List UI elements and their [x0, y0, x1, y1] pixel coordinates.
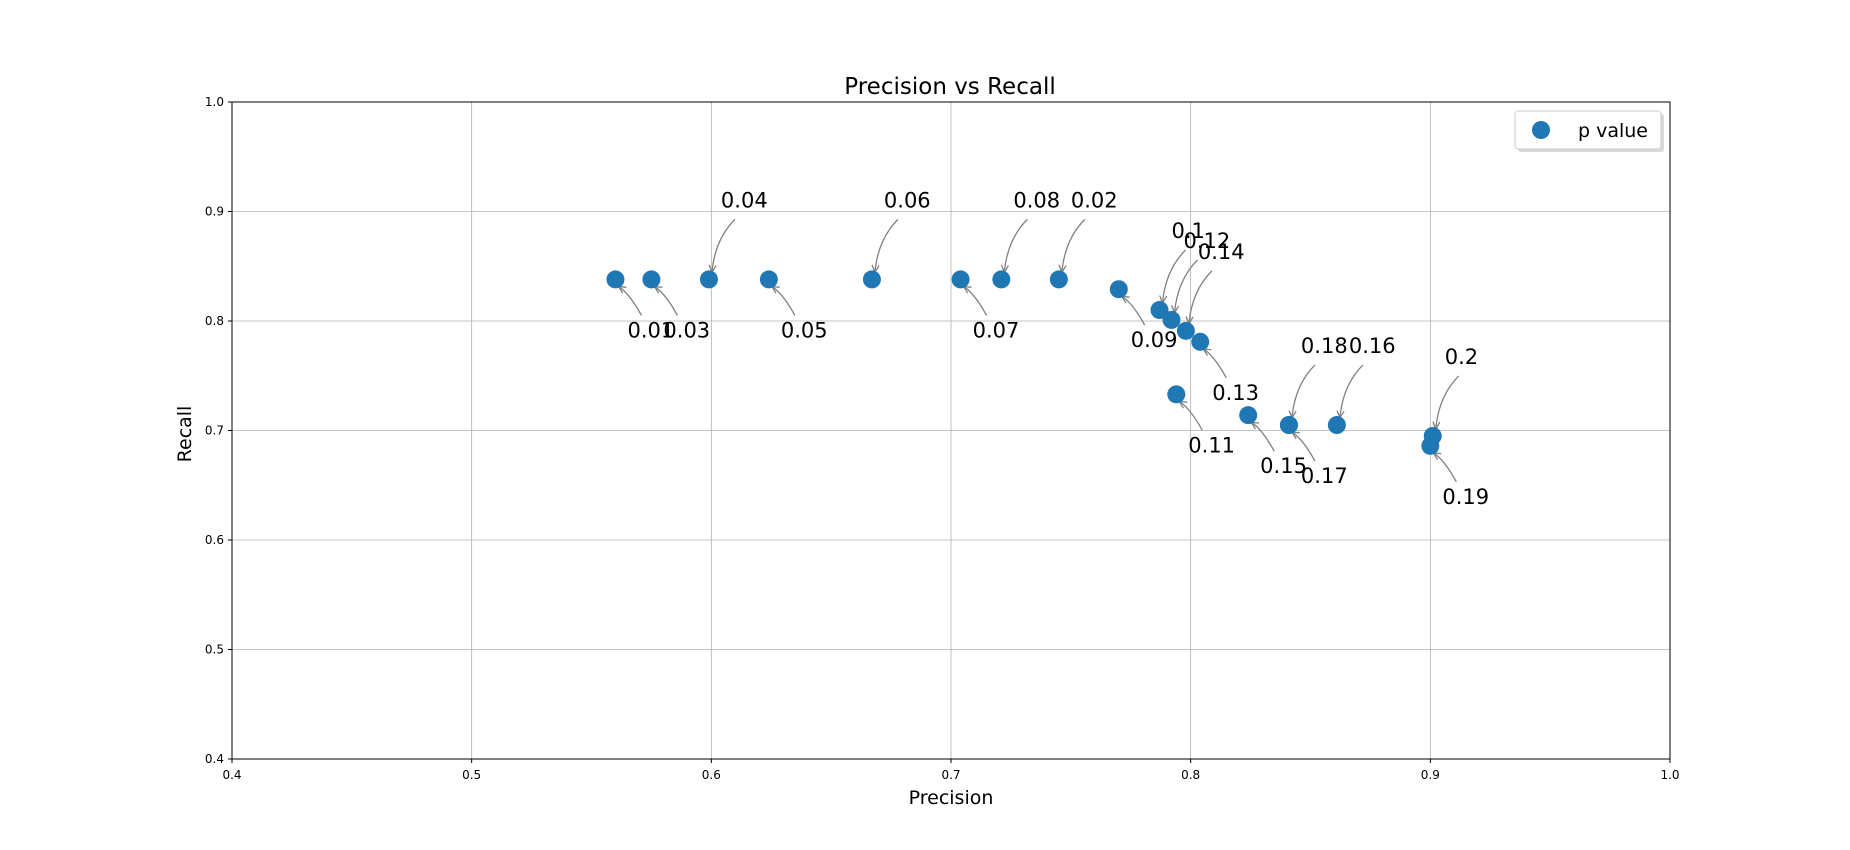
scatter-point	[1109, 280, 1128, 299]
scatter-point	[699, 270, 718, 289]
scatter-point	[1167, 385, 1186, 404]
data-points	[606, 270, 1442, 455]
scatter-point	[1191, 332, 1210, 351]
scatter-point	[1150, 301, 1169, 320]
annotation-label: 0.09	[1131, 328, 1178, 352]
scatter-point	[1279, 416, 1298, 435]
x-tick-label: 0.9	[1421, 768, 1440, 782]
annotation-arrow	[711, 218, 736, 273]
annotation-label: 0.15	[1260, 454, 1307, 478]
annotation-label: 0.05	[781, 318, 828, 342]
plot-frame	[231, 101, 1671, 760]
annotation-label: 0.02	[1071, 188, 1118, 212]
annotation-arrow	[1339, 364, 1364, 419]
y-tick-label: 0.7	[205, 424, 224, 438]
x-tick-label: 0.4	[222, 768, 241, 782]
annotation-arrow	[654, 285, 678, 316]
scatter-point	[1049, 270, 1068, 289]
legend: p value	[1514, 110, 1664, 152]
x-axis-label: Precision	[909, 787, 994, 809]
annotation-arrow	[1061, 218, 1086, 273]
annotation-label: 0.16	[1349, 334, 1396, 358]
axis-ticks: 0.4 0.5 0.6 0.7 0.8 0.9 1.0 0.4 0.5 0.6 0.7 0.8 0.9 1…	[205, 95, 1680, 782]
annotation-label: 0.06	[884, 188, 931, 212]
annotation-arrow	[1291, 364, 1316, 419]
y-axis-label: Recall	[174, 406, 196, 463]
legend-marker	[1532, 121, 1550, 139]
annotation-arrow	[1432, 452, 1457, 483]
annotation-arrow	[963, 285, 988, 316]
y-tick-label: 0.4	[205, 752, 224, 766]
annotation-label: 0.08	[1013, 188, 1060, 212]
scatter-point	[1239, 406, 1258, 425]
grid	[231, 101, 1671, 760]
scatter-point	[992, 270, 1011, 289]
y-tick-label: 0.8	[205, 314, 224, 328]
annotation-arrow	[618, 285, 643, 316]
scatter-point	[862, 270, 881, 289]
scatter-point	[1327, 416, 1346, 435]
x-tick-label: 0.5	[462, 768, 481, 782]
annotation-arrow	[1435, 375, 1460, 430]
annotation-label: 0.14	[1198, 240, 1245, 264]
x-tick-label: 0.8	[1181, 768, 1200, 782]
chart-title: Precision vs Recall	[844, 74, 1055, 100]
annotation-label: 0.04	[721, 188, 768, 212]
annotation-label: 0.17	[1301, 464, 1348, 488]
annotation-label: 0.19	[1442, 485, 1489, 509]
scatter-point	[1162, 310, 1181, 329]
scatter-point	[1176, 321, 1195, 340]
annotation-label: 0.01	[627, 318, 674, 342]
annotation-arrow	[1121, 295, 1146, 326]
x-tick-label: 0.6	[702, 768, 721, 782]
y-tick-label: 0.9	[205, 205, 224, 219]
annotation-label: 0.1	[1172, 219, 1205, 243]
x-tick-label: 0.7	[941, 768, 960, 782]
scatter-point	[1423, 426, 1442, 445]
annotation-arrow	[1188, 270, 1213, 324]
annotation-arrow	[1178, 400, 1203, 431]
scatter-point	[642, 270, 661, 289]
annotation-arrow	[1250, 421, 1275, 452]
y-tick-label: 0.6	[205, 533, 224, 547]
annotation-label: 0.13	[1212, 381, 1259, 405]
annotation-label: 0.03	[663, 318, 710, 342]
scatter-point	[951, 270, 970, 289]
annotation-label: 0.2	[1445, 345, 1478, 369]
annotation-arrow	[1161, 249, 1186, 304]
legend-entry: p value	[1578, 120, 1648, 142]
y-tick-label: 1.0	[205, 95, 224, 109]
annotation-arrow	[1173, 259, 1198, 313]
y-tick-label: 0.5	[205, 643, 224, 657]
x-tick-label: 1.0	[1660, 768, 1679, 782]
scatter-point	[759, 270, 778, 289]
annotation-label: 0.12	[1183, 229, 1230, 253]
annotation-arrow	[874, 218, 899, 273]
annotation-arrow	[1003, 218, 1028, 273]
annotations: 0.010.020.030.040.050.060.070.080.090.10…	[617, 188, 1489, 509]
annotation-arrow	[1291, 431, 1316, 462]
annotation-label: 0.07	[973, 318, 1020, 342]
scatter-point	[606, 270, 625, 289]
annotation-label: 0.18	[1301, 334, 1348, 358]
annotation-label: 0.11	[1188, 433, 1235, 457]
annotation-arrow	[1202, 348, 1227, 379]
annotation-arrow	[771, 285, 796, 316]
